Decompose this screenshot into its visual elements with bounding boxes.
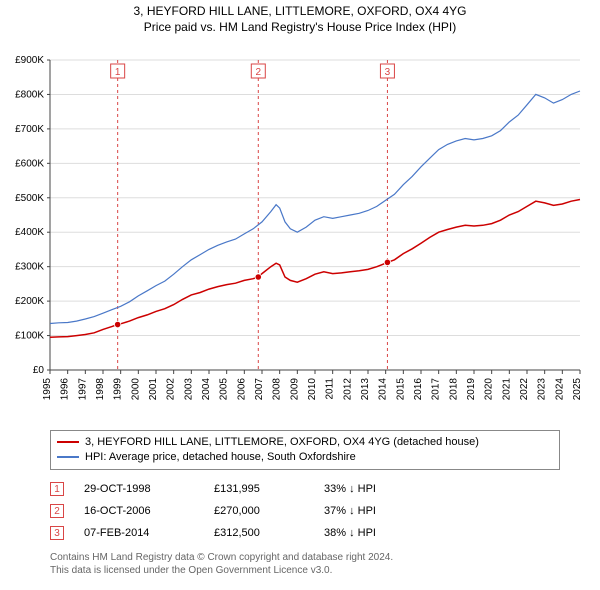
footer-line1: Contains HM Land Registry data © Crown c… (50, 552, 560, 565)
svg-text:1997: 1997 (77, 378, 88, 401)
svg-text:2017: 2017 (431, 378, 442, 401)
sale-marker-num: 1 (50, 482, 64, 496)
sale-hpi-diff: 38% ↓ HPI (324, 527, 560, 539)
svg-text:1995: 1995 (42, 378, 53, 401)
chart-title-line2: Price paid vs. HM Land Registry's House … (0, 20, 600, 36)
svg-text:1996: 1996 (60, 378, 71, 401)
svg-text:2013: 2013 (360, 378, 371, 401)
svg-text:2018: 2018 (448, 378, 459, 401)
svg-text:£700K: £700K (15, 124, 44, 135)
svg-text:2012: 2012 (342, 378, 353, 401)
svg-text:2000: 2000 (130, 378, 141, 401)
svg-text:2011: 2011 (325, 378, 336, 400)
legend-label: HPI: Average price, detached house, Sout… (85, 450, 356, 465)
sale-hpi-diff: 33% ↓ HPI (324, 483, 560, 495)
svg-text:2002: 2002 (166, 378, 177, 401)
sale-marker-num: 3 (50, 526, 64, 540)
svg-text:1998: 1998 (95, 378, 106, 401)
svg-text:2003: 2003 (183, 378, 194, 401)
svg-text:2014: 2014 (378, 378, 389, 401)
svg-text:2021: 2021 (501, 378, 512, 401)
svg-text:£500K: £500K (15, 193, 44, 204)
svg-text:2006: 2006 (236, 378, 247, 401)
svg-text:2008: 2008 (272, 378, 283, 401)
chart-plot-area: £0 £100K £200K £300K £400K £500K £600K £700K £80… (0, 42, 600, 422)
svg-text:£0: £0 (33, 365, 45, 376)
legend-swatch (57, 456, 79, 458)
legend-row: 3, HEYFORD HILL LANE, LITTLEMORE, OXFORD… (57, 435, 553, 450)
sales-row: 3 07-FEB-2014£312,50038% ↓ HPI (50, 522, 560, 544)
svg-text:3: 3 (385, 67, 391, 78)
sale-price: £270,000 (214, 505, 324, 517)
svg-text:2010: 2010 (307, 378, 318, 401)
svg-text:2024: 2024 (554, 378, 565, 401)
chart-title-area: 3, HEYFORD HILL LANE, LITTLEMORE, OXFORD… (0, 0, 600, 35)
sale-date: 07-FEB-2014 (84, 527, 214, 539)
sale-date: 16-OCT-2006 (84, 505, 214, 517)
svg-text:£300K: £300K (15, 262, 44, 273)
sale-hpi-diff: 37% ↓ HPI (324, 505, 560, 517)
sale-price: £312,500 (214, 527, 324, 539)
svg-text:2020: 2020 (484, 378, 495, 401)
svg-text:2001: 2001 (148, 378, 159, 401)
svg-text:2: 2 (256, 67, 262, 78)
sales-table: 1 29-OCT-1998£131,99533% ↓ HPI 2 16-OCT-200… (50, 478, 560, 544)
footer-line2: This data is licensed under the Open Gov… (50, 565, 560, 578)
svg-text:£400K: £400K (15, 227, 44, 238)
sale-marker-num: 2 (50, 504, 64, 518)
svg-text:2022: 2022 (519, 378, 530, 401)
svg-text:2023: 2023 (537, 378, 548, 401)
sales-row: 1 29-OCT-1998£131,99533% ↓ HPI (50, 478, 560, 500)
svg-text:1: 1 (115, 67, 121, 78)
sales-row: 2 16-OCT-2006£270,00037% ↓ HPI (50, 500, 560, 522)
svg-text:1999: 1999 (113, 378, 124, 401)
svg-text:2016: 2016 (413, 378, 424, 401)
sale-price: £131,995 (214, 483, 324, 495)
svg-text:£900K: £900K (15, 55, 44, 66)
svg-text:2015: 2015 (395, 378, 406, 401)
sale-date: 29-OCT-1998 (84, 483, 214, 495)
svg-text:2007: 2007 (254, 378, 265, 401)
svg-text:£800K: £800K (15, 89, 44, 100)
svg-text:2025: 2025 (572, 378, 583, 401)
chart-page: 3, HEYFORD HILL LANE, LITTLEMORE, OXFORD… (0, 0, 600, 590)
svg-text:2019: 2019 (466, 378, 477, 401)
svg-text:2005: 2005 (219, 378, 230, 401)
legend-label: 3, HEYFORD HILL LANE, LITTLEMORE, OXFORD… (85, 435, 479, 450)
legend-row: HPI: Average price, detached house, Sout… (57, 450, 553, 465)
legend-swatch (57, 441, 79, 443)
svg-text:£600K: £600K (15, 158, 44, 169)
svg-text:2009: 2009 (289, 378, 300, 401)
svg-text:£100K: £100K (15, 331, 44, 342)
legend-box: 3, HEYFORD HILL LANE, LITTLEMORE, OXFORD… (50, 430, 560, 470)
chart-svg: £0 £100K £200K £300K £400K £500K £600K £700K £80… (0, 42, 600, 422)
footer-note: Contains HM Land Registry data © Crown c… (50, 552, 560, 577)
svg-text:£200K: £200K (15, 296, 44, 307)
svg-text:2004: 2004 (201, 378, 212, 401)
chart-title-line1: 3, HEYFORD HILL LANE, LITTLEMORE, OXFORD… (0, 4, 600, 20)
